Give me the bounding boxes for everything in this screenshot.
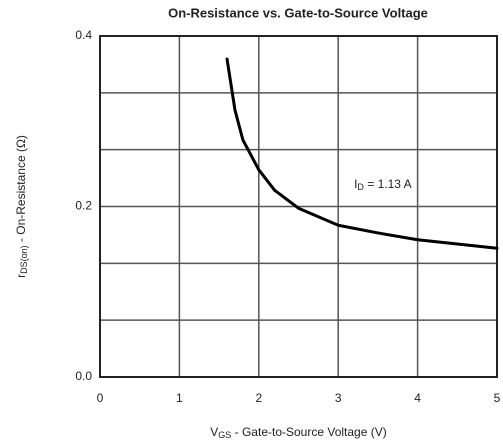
y-tick-label: 0.0 [75, 369, 92, 383]
label-text: = 1.13 A [364, 177, 412, 191]
symbol: r [14, 274, 28, 278]
x-tick-label: 4 [414, 391, 421, 405]
label-text: - On-Resistance (Ω) [14, 135, 28, 245]
subscript: D [357, 183, 364, 193]
symbol: V [210, 425, 218, 439]
data-line [225, 57, 499, 250]
chart-title: On-Resistance vs. Gate-to-Source Voltage [168, 5, 428, 20]
x-axis-label: VGS - Gate-to-Source Voltage (V) [210, 425, 386, 440]
label-text: - Gate-to-Source Voltage (V) [231, 425, 386, 439]
x-tick-label: 3 [335, 391, 342, 405]
y-tick-label: 0.4 [75, 28, 92, 42]
subscript: DS(on) [19, 245, 29, 274]
x-tick-label: 2 [255, 391, 262, 405]
plot-frame [99, 35, 498, 378]
x-tick-label: 0 [97, 391, 104, 405]
subscript: GS [218, 430, 231, 440]
y-tick-label: 0.2 [75, 199, 92, 213]
y-axis-label: rDS(on) - On-Resistance (Ω) [14, 135, 29, 278]
annotation: ID = 1.13 A [354, 177, 412, 192]
x-tick-label: 1 [176, 391, 183, 405]
x-tick-label: 5 [494, 391, 501, 405]
symbol: I [354, 177, 357, 191]
